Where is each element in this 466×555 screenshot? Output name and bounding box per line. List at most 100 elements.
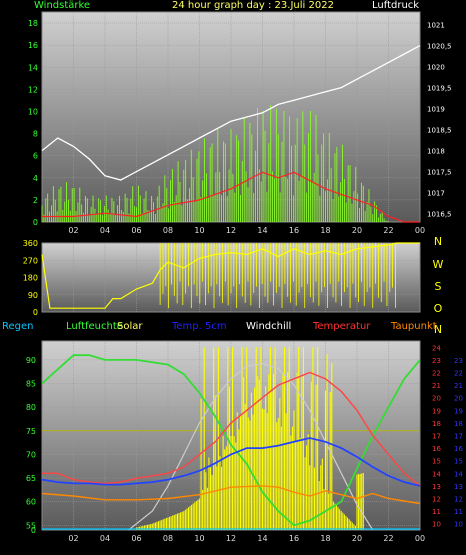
y-right-tick-temp: 10 [432, 521, 441, 529]
legend-windchill: Windchill [246, 321, 292, 332]
y-left-tick: 0 [31, 526, 36, 535]
x-tick-label: 02 [68, 534, 78, 543]
y-right-tick-temp: 17 [432, 433, 441, 441]
y-right-tick-temp: 15 [432, 458, 441, 466]
y-left-tick: 10 [28, 107, 38, 116]
y-left-tick: 0 [33, 218, 38, 227]
y-left-tick: 90 [28, 291, 38, 300]
x-tick-label: 14 [257, 534, 267, 543]
series-taupunkt [41, 485, 421, 505]
y-right-tick-temp: 16 [432, 445, 441, 453]
x-tick-label: 12 [226, 226, 236, 235]
x-tick-label: 10 [194, 226, 204, 235]
series-luftfeuchte [41, 354, 421, 527]
x-tick-label: 08 [163, 226, 173, 235]
y-right-tick-temp: 24 [432, 344, 441, 352]
chart-title: 24 hour graph day : 23.Juli 2022 [172, 0, 334, 11]
legend-taupunkt: Taupunkt [391, 321, 437, 332]
y-right-tick: 1018 [427, 148, 445, 156]
y-right-tick-temp5: 14 [454, 470, 463, 478]
y-right-tick-temp5: 20 [454, 395, 463, 403]
y-right-tick-temp5: 12 [454, 496, 463, 504]
series-wind-avg [42, 171, 420, 223]
y-right-tick: 1019,5 [427, 85, 452, 93]
y-right-tick-temp: 13 [432, 483, 441, 491]
y-left-tick: 180 [23, 274, 38, 283]
series-solar [135, 347, 364, 530]
y-left-tick: 12 [28, 85, 38, 94]
y-right-tick-temp5: 21 [454, 382, 463, 390]
series-windrichtung [41, 242, 420, 309]
x-tick-label: 20 [352, 534, 362, 543]
y-right-tick: 1017 [427, 190, 445, 198]
y-right-tick-temp: 14 [432, 470, 441, 478]
y-right-tick-temp5: 16 [454, 445, 463, 453]
series-luftdruck [41, 45, 421, 181]
y-right-tick-temp5: 17 [454, 433, 463, 441]
compass-label: S [435, 280, 442, 293]
y-right-tick-temp: 19 [432, 407, 441, 415]
y-left-tick: 0 [33, 308, 38, 317]
y-left-tick: 75 [26, 427, 36, 436]
y-right-tick: 1018,5 [427, 127, 452, 135]
x-tick-label: 20 [352, 226, 362, 235]
x-tick-label: 04 [100, 534, 110, 543]
header-left-label: Windstärke [34, 0, 91, 11]
legend-regen: Regen [2, 321, 34, 332]
y-left-tick: 90 [26, 356, 36, 365]
y-right-tick-temp: 21 [432, 382, 441, 390]
legend-luftfeuchte: Luftfeuchte [66, 321, 123, 332]
y-right-tick: 1017,5 [427, 169, 452, 177]
y-left-tick: 270 [23, 256, 38, 265]
y-left-tick: 65 [26, 474, 36, 483]
series-temperatur [42, 371, 421, 487]
y-left-tick: 2 [33, 196, 38, 205]
x-tick-label: 16 [289, 226, 299, 235]
x-tick-label: 06 [131, 226, 141, 235]
x-tick-label: 18 [320, 534, 330, 543]
x-tick-label: 10 [194, 534, 204, 543]
y-left-tick: 4 [33, 174, 38, 183]
y-left-tick: 18 [28, 19, 38, 28]
y-right-tick-temp5: 11 [454, 508, 463, 516]
y-right-tick-temp: 12 [432, 496, 441, 504]
y-right-tick: 1016,5 [427, 211, 452, 219]
x-tick-label: 18 [320, 226, 330, 235]
x-tick-label: 08 [163, 534, 173, 543]
x-tick-label: 14 [257, 226, 267, 235]
compass-label: O [434, 302, 443, 315]
y-right-tick-temp5: 13 [454, 483, 463, 491]
y-left-tick: 6 [33, 152, 38, 161]
compass-label: N [434, 235, 442, 248]
y-right-tick-temp: 18 [432, 420, 441, 428]
y-right-tick-temp: 22 [432, 370, 441, 378]
y-right-tick-temp: 20 [432, 395, 441, 403]
y-left-tick: 60 [26, 498, 36, 507]
compass-label: N [434, 323, 442, 336]
y-right-tick-temp: 11 [432, 508, 441, 516]
series-temp-5cm [41, 437, 421, 487]
legend-temperatur: Temperatur [313, 321, 371, 332]
y-left-tick: 16 [28, 41, 38, 50]
compass-label: W [433, 258, 444, 271]
y-right-tick: 1019 [427, 106, 445, 114]
x-tick-label: 22 [383, 226, 393, 235]
y-right-tick-temp5: 19 [454, 407, 463, 415]
header-right-label: Luftdruck [372, 0, 420, 11]
y-right-tick-temp5: 18 [454, 420, 463, 428]
y-right-tick-temp: 23 [432, 357, 441, 365]
x-tick-label: 00 [415, 226, 425, 235]
y-left-tick: 360 [23, 239, 38, 248]
y-left-tick: 14 [28, 63, 38, 72]
y-left-tick: 8 [33, 130, 38, 139]
x-tick-label: 04 [100, 226, 110, 235]
y-left-tick: 85 [26, 380, 36, 389]
legend-solar: Solar [117, 321, 143, 332]
y-right-tick-temp5: 15 [454, 458, 463, 466]
y-right-tick: 1020 [427, 64, 445, 72]
y-right-tick-temp5: 22 [454, 370, 463, 378]
x-tick-label: 00 [415, 534, 425, 543]
y-left-tick: 55 [26, 521, 36, 530]
x-tick-label: 06 [131, 534, 141, 543]
x-tick-label: 16 [289, 534, 299, 543]
